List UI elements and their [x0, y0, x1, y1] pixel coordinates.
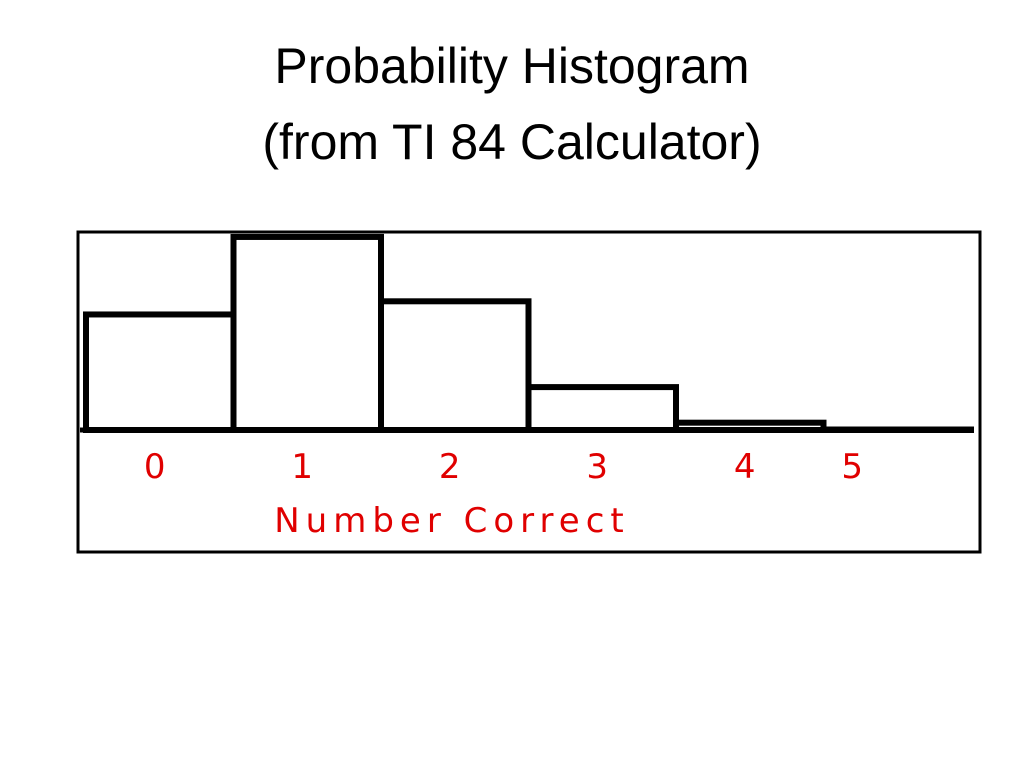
page-title: Probability Histogram (from TI 84 Calcul…	[0, 28, 1024, 180]
tick-label-5: 5	[841, 447, 863, 487]
tick-label-1: 1	[291, 447, 313, 487]
tick-label-2: 2	[439, 447, 461, 487]
bar-1	[230, 233, 384, 433]
bar-2	[378, 298, 532, 433]
tick-label-4: 4	[734, 447, 756, 487]
title-line-1: Probability Histogram	[274, 38, 750, 94]
tick-labels-group: 0 1 2 3 4 5	[144, 447, 863, 487]
tick-label-3: 3	[586, 447, 608, 487]
title-line-2: (from TI 84 Calculator)	[262, 114, 762, 170]
tick-label-0: 0	[144, 447, 166, 487]
bars-group	[83, 233, 974, 434]
bar-0	[83, 311, 237, 433]
bar-3	[525, 384, 679, 434]
x-axis-label: Number Correct	[274, 501, 630, 541]
